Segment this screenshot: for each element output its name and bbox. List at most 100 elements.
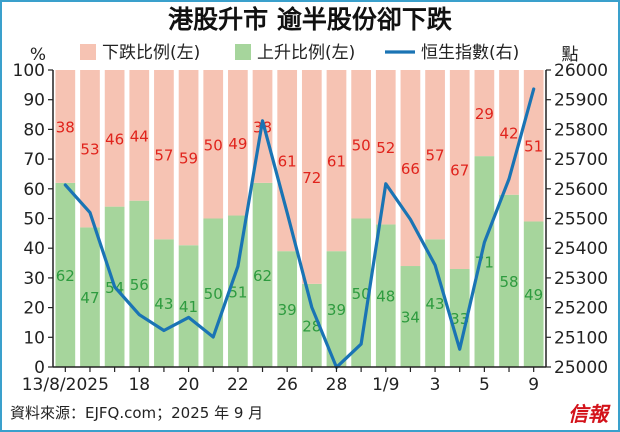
x-tick-label: 22 [227,375,249,395]
bar-advance [449,268,470,367]
bar-decline [425,70,445,240]
advance-data-label: 43 [154,295,173,313]
legend-label: 下跌比例(左) [102,43,200,63]
bar-decline [351,70,371,219]
advance-data-label: 43 [426,295,445,313]
bar-decline [326,70,347,252]
advance-data-label: 49 [524,286,543,304]
left-tick-label: 20 [23,299,45,319]
advance-data-label: 51 [228,283,247,301]
decline-data-label: 51 [524,138,543,156]
decline-data-label: 57 [426,147,445,165]
x-tick-label: 20 [178,375,200,395]
bar-advance [425,239,445,367]
bar-decline [104,70,125,207]
bar-advance [277,251,298,367]
bar-decline [228,70,248,216]
left-tick-label: 80 [23,120,45,140]
x-tick-label: 13/8/2025 [22,375,109,395]
right-tick-label: 25000 [554,358,608,378]
x-tick-label: 9 [528,375,539,395]
advance-data-label: 41 [179,298,198,316]
advance-data-label: 58 [499,273,518,291]
bar-decline [178,70,199,246]
left-tick-label: 0 [34,358,45,378]
advance-data-label: 50 [204,285,223,303]
bar-decline [203,70,224,219]
advance-data-label: 62 [253,267,272,285]
left-tick-label: 50 [23,210,45,230]
bar-advance [178,245,199,367]
decline-data-label: 46 [105,130,124,148]
footer-source: 資料來源：EJFQ.com；2025 年 9 月 [10,404,263,422]
decline-data-label: 44 [130,127,149,145]
bar-advance [375,224,396,367]
advance-data-label: 48 [376,288,395,306]
right-tick-label: 25400 [554,239,608,259]
decline-data-label: 61 [278,153,297,171]
x-tick-label: 28 [326,375,348,395]
right-tick-label: 25100 [554,328,608,348]
right-tick-label: 25800 [554,120,608,140]
right-tick-label: 26000 [554,61,608,81]
advance-data-label: 39 [278,301,297,319]
bar-decline [449,70,470,269]
right-tick-label: 25200 [554,299,608,319]
bar-advance [499,194,519,367]
legend-label: 上升比例(左) [257,43,355,63]
advance-data-label: 62 [56,267,75,285]
right-tick-label: 25900 [554,91,608,111]
advance-data-label: 34 [401,309,420,327]
right-tick-label: 25300 [554,269,608,289]
bar-decline [55,70,76,183]
decline-data-label: 57 [154,147,173,165]
decline-data-label: 67 [450,161,469,179]
x-tick-label: 18 [128,375,150,395]
decline-data-label: 50 [352,136,371,154]
advance-data-label: 50 [352,285,371,303]
bar-advance [203,218,224,367]
bars-layer [55,70,544,367]
decline-data-label: 72 [302,169,321,187]
bar-advance [80,227,100,367]
bar-advance [326,251,347,367]
left-tick-label: 100 [13,61,45,81]
bar-decline [375,70,396,225]
left-tick-label: 90 [23,91,45,111]
x-tick-label: 26 [276,375,298,395]
bar-advance [523,221,544,367]
bar-advance [400,266,421,367]
decline-data-label: 59 [179,150,198,168]
bar-advance [154,239,174,367]
left-tick-label: 30 [23,269,45,289]
left-tick-label: 10 [23,328,45,348]
decline-data-label: 42 [499,124,518,142]
right-tick-label: 25700 [554,150,608,170]
right-tick-label: 25500 [554,210,608,230]
legend-swatch [80,44,96,60]
left-tick-label: 40 [23,239,45,259]
decline-data-label: 38 [56,118,75,136]
legend-label: 恒生指數(右) [421,43,519,63]
bar-advance [252,182,273,367]
legend-swatch [235,44,251,60]
bar-decline [277,70,298,252]
x-tick-label: 3 [430,375,441,395]
bar-decline [129,70,150,201]
advance-data-label: 47 [80,289,99,307]
bar-decline [154,70,174,240]
x-tick-label: 5 [479,375,490,395]
decline-data-label: 66 [401,160,420,178]
bar-decline [400,70,421,267]
left-tick-label: 70 [23,150,45,170]
left-tick-label: 60 [23,180,45,200]
advance-data-label: 39 [327,301,346,319]
bar-advance [55,182,76,367]
axes-layer: 0 10 20 30 40 50 60 70 80 90 100 25000 25100 25200 253… [13,61,609,395]
line-layer [63,87,536,369]
decline-data-label: 52 [376,139,395,157]
right-tick-label: 25600 [554,180,608,200]
